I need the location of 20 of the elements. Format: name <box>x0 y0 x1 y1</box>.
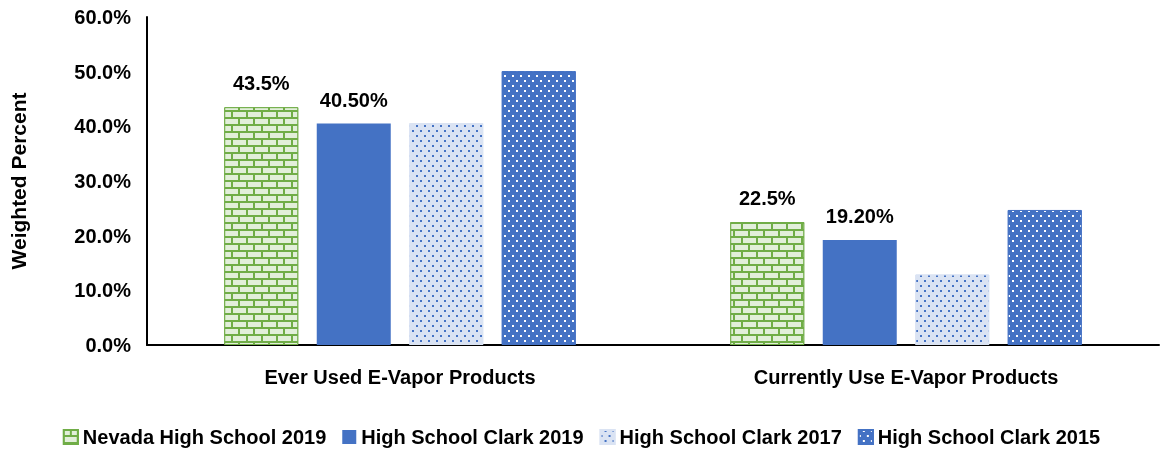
y-tick-label: 60.0% <box>74 6 132 28</box>
data-label: 43.5% <box>232 72 290 95</box>
legend-label: Nevada High School 2019 <box>82 426 327 448</box>
x-tick-label: Currently Use E-Vapor Products <box>753 366 1059 388</box>
data-label: 40.50% <box>319 88 388 111</box>
legend-label: High School Clark 2017 <box>619 426 842 448</box>
y-tick-label: 40.0% <box>74 115 132 138</box>
bar <box>822 240 897 345</box>
legend-label: High School Clark 2015 <box>877 426 1101 448</box>
y-tick-label: 50.0% <box>74 60 132 83</box>
y-tick-label: 10.0% <box>74 279 132 302</box>
x-tick-label: Ever Used E-Vapor Products <box>264 366 536 388</box>
legend-label: High School Clark 2019 <box>361 426 584 448</box>
y-axis-title: Weighted Percent <box>7 92 30 270</box>
bar <box>316 123 391 345</box>
y-tick-label: 0.0% <box>85 334 132 356</box>
data-label: 19.20% <box>825 205 894 228</box>
y-tick-label: 20.0% <box>74 224 132 247</box>
y-tick-label: 30.0% <box>74 170 132 192</box>
data-label: 22.5% <box>738 187 796 209</box>
